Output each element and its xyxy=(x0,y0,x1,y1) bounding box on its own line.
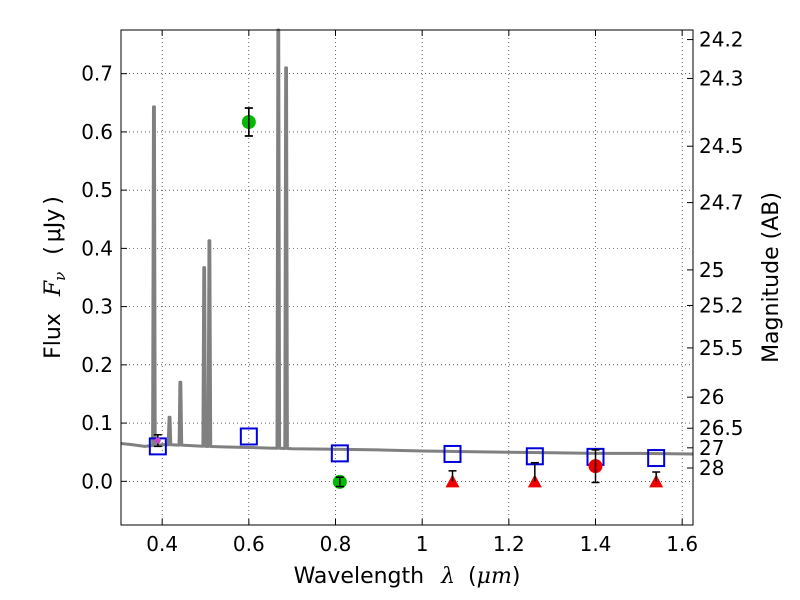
magnitude-tick-label: 24.5 xyxy=(699,134,744,158)
magnitude-tick-label: 26 xyxy=(699,385,724,409)
magnitude-tick-label: 26.5 xyxy=(699,416,744,440)
y-tick-label: 0.3 xyxy=(81,295,113,319)
x-tick-label: 1.2 xyxy=(493,532,525,556)
model-photometry-square xyxy=(647,449,666,468)
plot-frame xyxy=(120,29,694,526)
model-photometry-square xyxy=(525,447,544,466)
y-axis-label: Flux Fν (μJy) xyxy=(41,196,71,359)
y-tick-label: 0.5 xyxy=(81,178,113,202)
x-tick-label: 0.4 xyxy=(146,532,178,556)
magnitude-tick-label: 28 xyxy=(699,456,724,480)
model-photometry-square xyxy=(239,427,258,446)
small-marker xyxy=(154,437,161,444)
x-tick-label: 1.6 xyxy=(666,532,698,556)
magnitude-tick-label: 25.2 xyxy=(699,293,744,317)
y-tick-label: 0.4 xyxy=(81,236,113,260)
grid xyxy=(121,30,693,525)
y-tick-label: 0.2 xyxy=(81,353,113,377)
magnitude-tick-label: 24.2 xyxy=(699,28,744,52)
magnitude-tick-label: 25.5 xyxy=(699,336,744,360)
model-photometry-square xyxy=(443,444,462,463)
magnitude-tick-label: 24.7 xyxy=(699,191,744,215)
spectrum-line xyxy=(120,28,694,456)
x-axis-label: Wavelength λ (μm) xyxy=(294,564,521,589)
spectrum xyxy=(120,28,694,456)
magnitude-axis-label: Magnitude (AB) xyxy=(759,192,784,363)
x-tick-label: 1.4 xyxy=(580,532,612,556)
y-tick-label: 0.6 xyxy=(81,120,113,144)
data-points xyxy=(148,107,666,489)
x-tick-label: 1 xyxy=(416,532,429,556)
x-tick-label: 0.6 xyxy=(233,532,265,556)
y-tick-label: 0.0 xyxy=(81,469,113,493)
magnitude-tick-label: 25 xyxy=(699,258,724,282)
magnitude-tick-label: 24.3 xyxy=(699,66,744,90)
model-photometry-square xyxy=(330,444,349,463)
x-tick-label: 0.8 xyxy=(320,532,352,556)
y-tick-label: 0.1 xyxy=(81,411,113,435)
magnitude-tick-label: 27 xyxy=(699,436,724,460)
ticks: 0.4 0.6 0.8 1 1.2 1.4 1.6 0.0 0.1 0.2 0.3 0.4 0.5 0.6… xyxy=(81,28,743,556)
y-tick-label: 0.7 xyxy=(81,62,113,86)
